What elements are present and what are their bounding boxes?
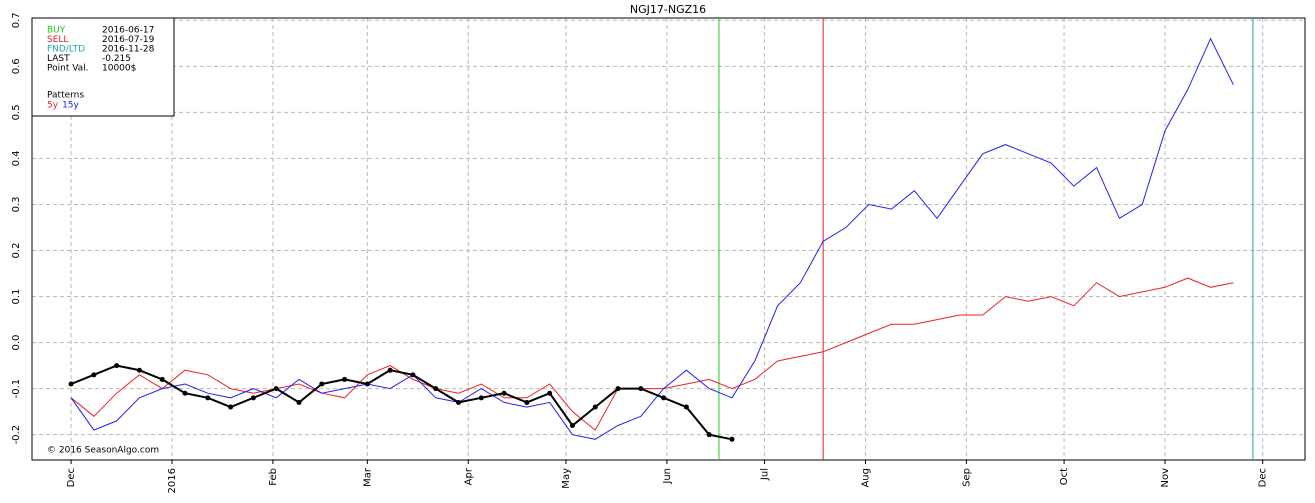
point <box>296 399 302 405</box>
copyright: © 2016 SeasonAlgo.com <box>47 446 159 456</box>
info-value: 2016-07-19 <box>102 35 155 45</box>
point <box>729 436 735 442</box>
point <box>592 404 598 410</box>
plot-frame <box>31 17 1306 461</box>
x-tick-label: Dec <box>1258 468 1269 487</box>
point <box>364 381 370 387</box>
info-label: LAST <box>47 54 70 64</box>
point <box>205 395 211 401</box>
x-tick-label: Dec <box>66 468 77 487</box>
patterns-title: Patterns <box>47 91 84 101</box>
point <box>569 422 575 428</box>
y-tick-label: 0.5 <box>11 104 22 120</box>
x-tick-label: Oct <box>1059 468 1070 485</box>
point <box>250 395 256 401</box>
info-value: 2016-11-28 <box>102 45 155 55</box>
x-tick-label: Aug <box>860 468 871 488</box>
x-tick-label: Jul <box>760 468 771 481</box>
x-tick-label: Nov <box>1160 468 1171 488</box>
point <box>478 395 484 401</box>
series-line <box>70 37 1234 440</box>
info-box <box>31 17 175 117</box>
point <box>547 390 553 396</box>
point <box>524 399 530 405</box>
y-tick-label: 0.7 <box>11 12 22 28</box>
point <box>159 376 165 382</box>
y-tick-label: 0.0 <box>11 335 22 351</box>
y-tick-label: -0.2 <box>11 425 22 445</box>
x-tick-label: Jun <box>662 468 673 485</box>
point <box>68 381 74 387</box>
x-tick-label: 2016 <box>167 468 178 493</box>
y-tick-label: 0.2 <box>11 243 22 259</box>
x-tick-label: Feb <box>268 468 279 486</box>
point <box>114 363 120 369</box>
y-tick-label: 0.6 <box>11 58 22 74</box>
point <box>433 386 439 392</box>
y-tick-label: 0.1 <box>11 289 22 305</box>
y-tick-label: 0.4 <box>11 150 22 166</box>
point <box>342 376 348 382</box>
info-value: 10000$ <box>102 64 136 74</box>
info-value: -0.215 <box>102 54 131 64</box>
info-label: FND/LTD <box>47 45 85 55</box>
legend-entry: 5y <box>47 101 59 111</box>
legend-entry: 15y <box>62 101 79 111</box>
x-tick-label: Sep <box>961 468 972 487</box>
y-tick-label: 0.3 <box>11 197 22 213</box>
x-tick-label: May <box>561 468 572 489</box>
info-label: SELL <box>47 35 68 45</box>
x-tick-label: Mar <box>362 467 373 487</box>
info-label: Point Val. <box>47 64 89 74</box>
point <box>387 367 393 373</box>
point <box>273 386 279 392</box>
point <box>661 395 667 401</box>
point <box>228 404 234 410</box>
y-tick-label: -0.1 <box>11 379 22 399</box>
point <box>456 399 462 405</box>
chart-title: NGJ17-NGZ16 <box>630 3 706 16</box>
info-label: BUY <box>47 26 66 36</box>
x-tick-label: Apr <box>463 467 474 485</box>
point <box>501 390 507 396</box>
point <box>638 386 644 392</box>
series-line <box>70 364 733 441</box>
point <box>319 381 325 387</box>
info-value: 2016-06-17 <box>102 26 154 36</box>
point <box>410 372 416 378</box>
series-line <box>70 277 1234 431</box>
point <box>683 404 689 410</box>
point <box>91 372 97 378</box>
point <box>136 367 142 373</box>
point <box>182 390 188 396</box>
point <box>706 432 712 438</box>
point <box>615 386 621 392</box>
